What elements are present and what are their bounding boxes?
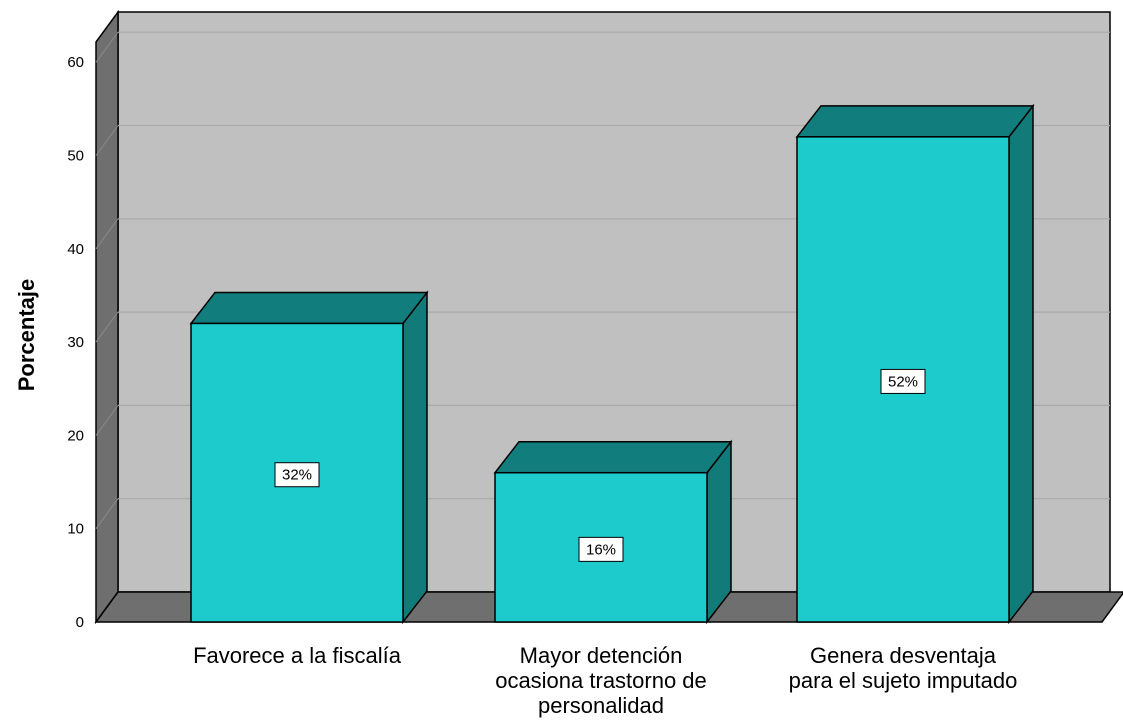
bar-side [1008, 103, 1034, 625]
bar-top [189, 291, 429, 325]
y-tick-label: 30 [67, 334, 84, 351]
bar [493, 439, 733, 625]
x-category-line: ocasiona trastorno de [495, 668, 707, 693]
bar [189, 290, 429, 625]
data-label-box [274, 462, 320, 488]
data-label-box [880, 368, 926, 394]
data-label-text: 32% [282, 467, 312, 484]
gridline-side [95, 311, 119, 343]
bar-side [402, 290, 428, 625]
x-category-line: personalidad [538, 693, 664, 718]
y-tick-label: 60 [67, 54, 84, 71]
data-label-text: 52% [888, 373, 918, 390]
data-label-box [578, 536, 624, 562]
x-category-label: Favorece a la fiscalía [193, 643, 402, 668]
data-label: 32% [274, 462, 320, 488]
bar-top [795, 105, 1035, 138]
x-category-label: Mayor detención ocasiona trastorno de pers… [495, 643, 707, 718]
y-axis-ticks: 0 10 20 30 40 50 60 [67, 54, 84, 631]
data-label: 16% [578, 536, 624, 562]
x-category-line: Mayor detención [520, 643, 683, 668]
gridline-side [95, 31, 119, 63]
y-tick-label: 50 [67, 148, 84, 165]
gridline-side [95, 218, 119, 250]
bar-top [493, 440, 733, 474]
x-category-line: para el sujeto imputado [789, 668, 1018, 693]
x-axis-categories: Favorece a la fiscalía Mayor detención oca… [193, 643, 1017, 718]
data-label: 52% [880, 368, 926, 394]
x-category-label: Genera desventaja para el sujeto imputado [789, 643, 1018, 693]
x-category-line: Genera desventaja [810, 643, 997, 668]
y-tick-label: 10 [67, 521, 84, 538]
x-category-line: Favorece a la fiscalía [193, 643, 402, 668]
y-tick-label: 40 [67, 241, 84, 258]
y-tick-label: 0 [76, 614, 84, 631]
gridline-side [95, 498, 119, 529]
gridline-side [95, 405, 119, 436]
data-labels: 32% 16% 52% [274, 368, 926, 562]
bar [795, 103, 1035, 625]
data-label-text: 16% [586, 541, 616, 558]
gridline-side [95, 125, 119, 156]
y-axis-title: Porcentaje [14, 279, 39, 392]
y-tick-label: 20 [67, 427, 84, 444]
